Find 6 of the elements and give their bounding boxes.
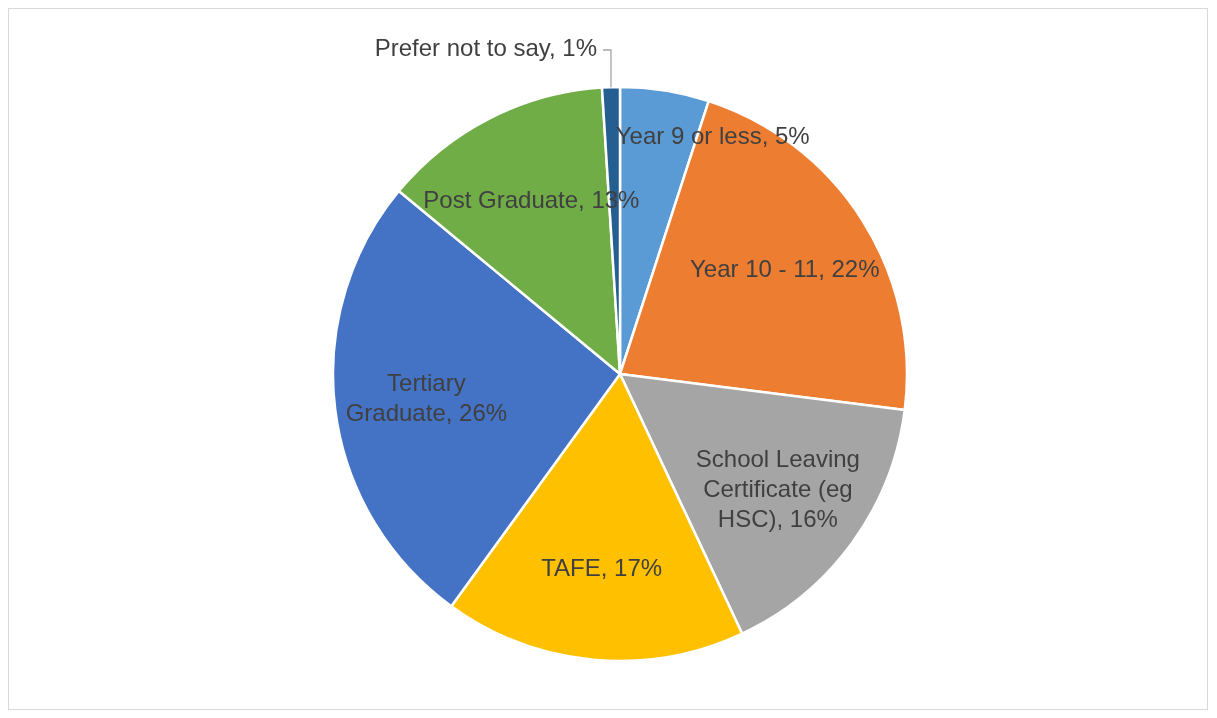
slice-label: School Leaving Certificate (eg HSC), 16% xyxy=(695,444,860,532)
slice-label: Prefer not to say, 1% xyxy=(374,34,597,61)
slice-label: Tertiary Graduate, 26% xyxy=(345,369,508,427)
slice-label: Post Graduate, 13% xyxy=(423,186,640,214)
slice-label: Year 10 - 11, 22% xyxy=(690,255,880,283)
slice-label: TAFE, 17% xyxy=(541,554,663,582)
